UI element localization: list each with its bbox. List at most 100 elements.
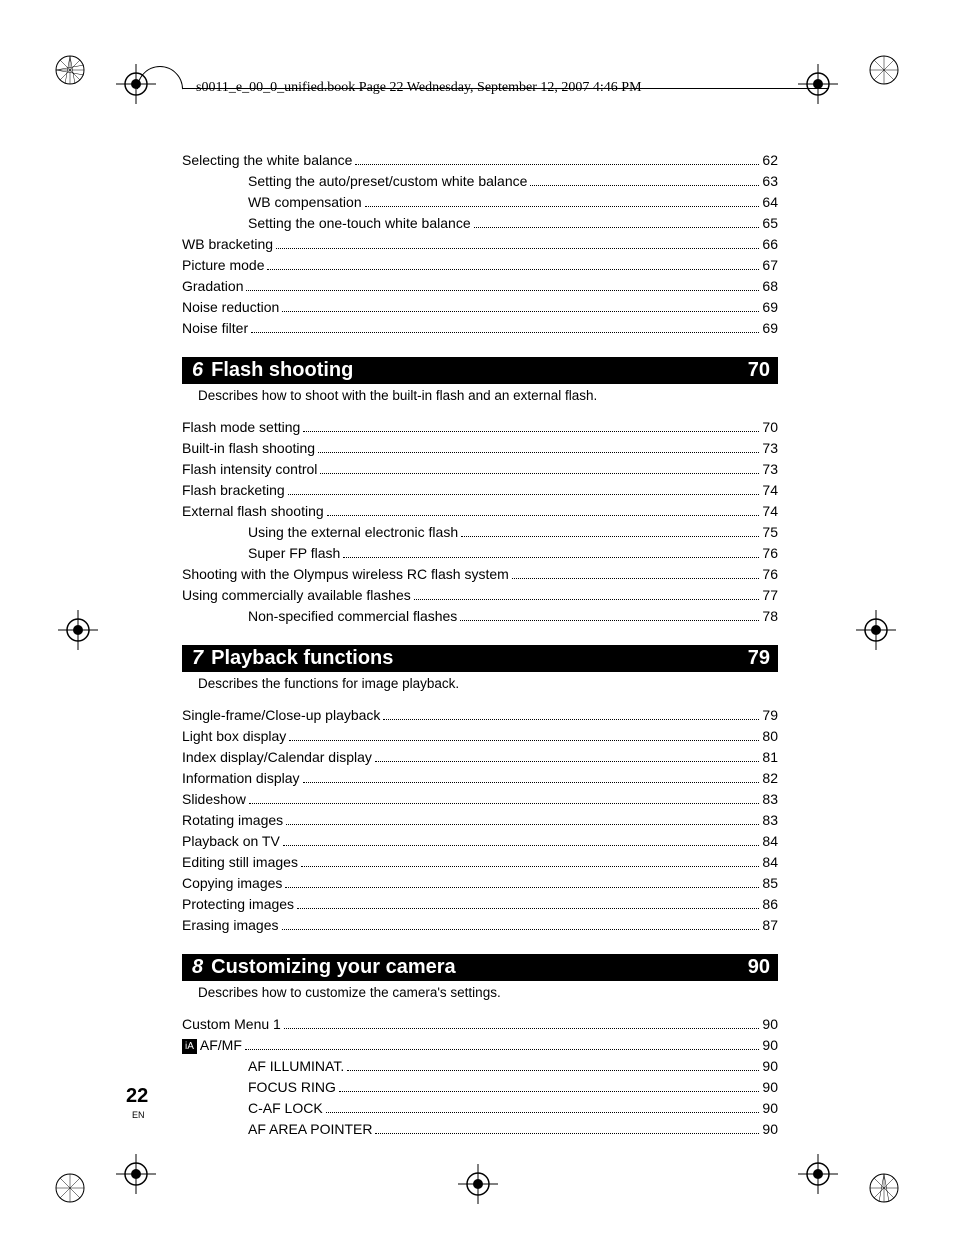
toc-leader-dots <box>512 578 760 579</box>
toc-entry-page: 76 <box>762 564 778 585</box>
toc-entry-label: AF ILLUMINAT. <box>248 1056 344 1077</box>
toc-leader-dots <box>301 866 759 867</box>
registration-mark-icon <box>58 610 98 650</box>
toc-entry-label: Super FP flash <box>248 543 340 564</box>
toc-entry-label: Flash intensity control <box>182 459 317 480</box>
toc-entry-label: Flash bracketing <box>182 480 285 501</box>
toc-entry: Index display/Calendar display81 <box>182 747 778 768</box>
toc-entry: WB compensation64 <box>182 192 778 213</box>
running-header: s0011_e_00_0_unified.book Page 22 Wednes… <box>196 80 642 96</box>
toc-entry-page: 90 <box>762 1014 778 1035</box>
toc-leader-dots <box>297 908 759 909</box>
toc-leader-dots <box>375 761 760 762</box>
toc-entry-page: 83 <box>762 810 778 831</box>
toc-entry-page: 66 <box>762 234 778 255</box>
section-description: Describes how to shoot with the built-in… <box>198 388 778 403</box>
toc-leader-dots <box>267 269 759 270</box>
toc-leader-dots <box>303 782 760 783</box>
toc-entry: Non-specified commercial flashes 78 <box>182 606 778 627</box>
toc-leader-dots <box>251 332 759 333</box>
section-title: Customizing your camera <box>211 956 748 979</box>
toc-entry-label: Shooting with the Olympus wireless RC fl… <box>182 564 509 585</box>
toc-entry-label: Built-in flash shooting <box>182 438 315 459</box>
toc-entry-page: 90 <box>762 1098 778 1119</box>
toc-entry-label: Playback on TV <box>182 831 280 852</box>
section-heading-bar: 8Customizing your camera90 <box>182 954 778 981</box>
section-heading-bar: 7Playback functions79 <box>182 645 778 672</box>
toc-entry-page: 68 <box>762 276 778 297</box>
toc-entry-label: Gradation <box>182 276 243 297</box>
page-language: EN <box>132 1110 145 1120</box>
toc-entry: Editing still images84 <box>182 852 778 873</box>
toc-entry-label: Editing still images <box>182 852 298 873</box>
toc-entry-page: 77 <box>762 585 778 606</box>
toc-content: Selecting the white balance62Setting the… <box>182 150 778 1140</box>
toc-entry: Gradation 68 <box>182 276 778 297</box>
toc-entry-label: FOCUS RING <box>248 1077 336 1098</box>
toc-leader-dots <box>326 1112 760 1113</box>
section-start-page: 79 <box>748 647 778 670</box>
toc-entry-page: 90 <box>762 1119 778 1140</box>
toc-entry: Playback on TV 84 <box>182 831 778 852</box>
toc-entry-label: Rotating images <box>182 810 283 831</box>
toc-entry: Picture mode67 <box>182 255 778 276</box>
toc-entry: AF ILLUMINAT. 90 <box>182 1056 778 1077</box>
toc-leader-dots <box>320 473 759 474</box>
toc-entry-page: 65 <box>762 213 778 234</box>
toc-entry-label: Protecting images <box>182 894 294 915</box>
toc-entry-page: 90 <box>762 1077 778 1098</box>
toc-entry-page: 84 <box>762 831 778 852</box>
section-description: Describes the functions for image playba… <box>198 676 778 691</box>
toc-leader-dots <box>327 515 760 516</box>
toc-leader-dots <box>530 185 759 186</box>
section-number: 7 <box>182 647 211 670</box>
toc-entry-label: AF AREA POINTER <box>248 1119 372 1140</box>
toc-entry: Built-in flash shooting 73 <box>182 438 778 459</box>
toc-entry-page: 90 <box>762 1056 778 1077</box>
toc-leader-dots <box>283 845 760 846</box>
toc-entry-page: 74 <box>762 480 778 501</box>
page-number: 22 <box>126 1085 148 1108</box>
toc-entry: Single-frame/Close-up playback79 <box>182 705 778 726</box>
toc-entry-label: Flash mode setting <box>182 417 300 438</box>
toc-entry-page: 78 <box>762 606 778 627</box>
printer-mark-icon <box>54 54 86 86</box>
toc-entry-page: 73 <box>762 438 778 459</box>
menu-tab-icon: iA <box>182 1039 197 1054</box>
section-number: 6 <box>182 359 211 382</box>
toc-entry-label: C-AF LOCK <box>248 1098 323 1119</box>
toc-entry-label: Light box display <box>182 726 286 747</box>
toc-entry-label: Non-specified commercial flashes <box>248 606 457 627</box>
toc-entry: Flash mode setting70 <box>182 417 778 438</box>
toc-entry-label: Using commercially available flashes <box>182 585 411 606</box>
toc-entry-page: 85 <box>762 873 778 894</box>
toc-entry-label: Noise filter <box>182 318 248 339</box>
toc-leader-dots <box>383 719 759 720</box>
toc-entry-page: 62 <box>762 150 778 171</box>
toc-entry: iAAF/MF90 <box>182 1035 778 1056</box>
toc-entry-page: 76 <box>762 543 778 564</box>
toc-entry-page: 69 <box>762 318 778 339</box>
section-heading-bar: 6Flash shooting70 <box>182 357 778 384</box>
toc-entry: Slideshow83 <box>182 789 778 810</box>
toc-entry: Using the external electronic flash75 <box>182 522 778 543</box>
toc-entry-page: 74 <box>762 501 778 522</box>
toc-entry: C-AF LOCK 90 <box>182 1098 778 1119</box>
toc-leader-dots <box>460 620 759 621</box>
toc-entry-page: 87 <box>762 915 778 936</box>
toc-entry: Flash bracketing 74 <box>182 480 778 501</box>
toc-leader-dots <box>288 494 760 495</box>
toc-leader-dots <box>474 227 760 228</box>
toc-entry: Protecting images86 <box>182 894 778 915</box>
toc-entry: Rotating images 83 <box>182 810 778 831</box>
toc-entry-label: Single-frame/Close-up playback <box>182 705 380 726</box>
toc-entry-page: 64 <box>762 192 778 213</box>
toc-entry-label: Slideshow <box>182 789 246 810</box>
toc-entry: External flash shooting74 <box>182 501 778 522</box>
toc-leader-dots <box>285 887 759 888</box>
toc-leader-dots <box>246 290 759 291</box>
section-title: Playback functions <box>211 647 748 670</box>
toc-entry: Shooting with the Olympus wireless RC fl… <box>182 564 778 585</box>
toc-entry: Information display82 <box>182 768 778 789</box>
toc-entry: Erasing images87 <box>182 915 778 936</box>
